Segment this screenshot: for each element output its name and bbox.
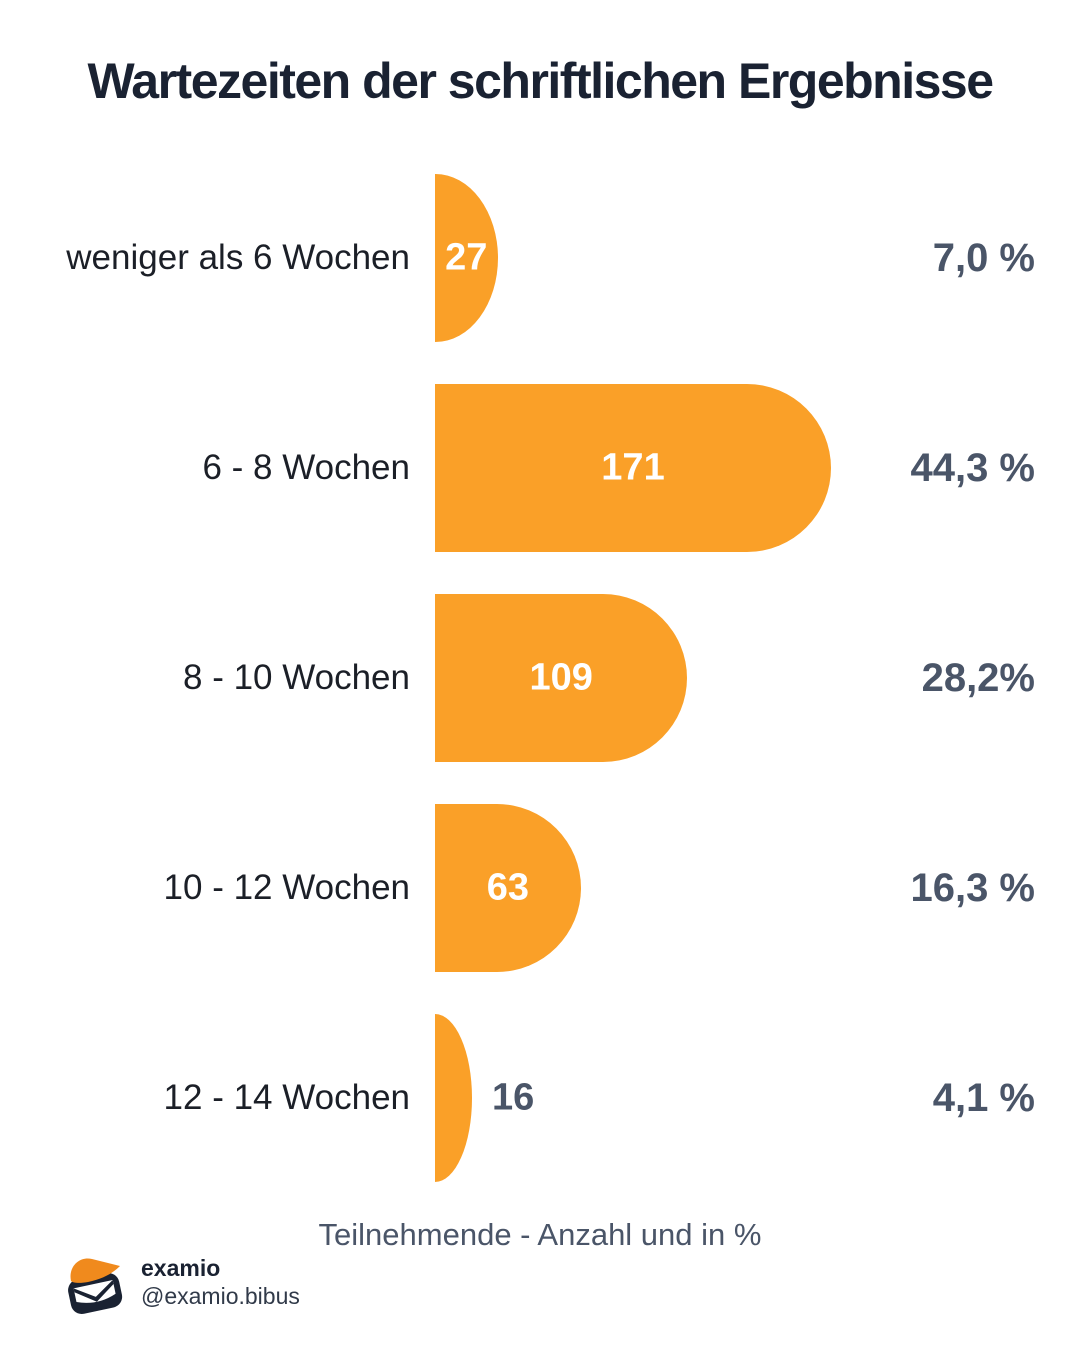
category-label: 10 - 12 Wochen	[163, 868, 410, 907]
category-label: 12 - 14 Wochen	[163, 1078, 410, 1117]
chart-row-4: 10 - 12 Wochen 63 16,3 %	[0, 783, 1080, 993]
category-label: 6 - 8 Wochen	[202, 448, 410, 487]
brand-text: examio @examio.bibus	[141, 1255, 300, 1311]
percent-label: 28,2%	[921, 655, 1035, 700]
bar-chart: weniger als 6 Wochen 27 7,0 % 6 - 8 Woch…	[0, 153, 1080, 1203]
brand-name: examio	[141, 1254, 221, 1281]
chart-row-5: 12 - 14 Wochen 16 4,1 %	[0, 993, 1080, 1203]
percent-label: 4,1 %	[932, 1075, 1035, 1120]
bar-value: 27	[445, 236, 488, 279]
percent-label: 16,3 %	[910, 865, 1035, 910]
bar-zone: 63	[435, 804, 831, 972]
bar	[435, 804, 581, 972]
chart-row-1: weniger als 6 Wochen 27 7,0 %	[0, 153, 1080, 363]
bar-zone: 16	[435, 1014, 831, 1182]
bar-value: 171	[601, 446, 665, 489]
bar-value: 63	[486, 866, 530, 909]
bar-zone: 27	[435, 174, 831, 342]
category-label: weniger als 6 Wochen	[66, 238, 410, 277]
bar	[435, 384, 831, 552]
bar-zone: 109	[435, 594, 831, 762]
bar-value: 16	[492, 1076, 535, 1119]
percent-label: 44,3 %	[910, 445, 1035, 490]
brand-handle: @examio.bibus	[141, 1283, 300, 1310]
examio-logo-icon	[68, 1258, 123, 1314]
chart-row-2: 6 - 8 Wochen 171 44,3 %	[0, 363, 1080, 573]
chart-title: Wartezeiten der schriftlichen Ergebnisse	[87, 53, 994, 109]
bar-value: 109	[529, 656, 593, 699]
bar	[435, 1014, 473, 1182]
percent-label: 7,0 %	[932, 235, 1035, 280]
chart-row-3: 8 - 10 Wochen 109 28,2%	[0, 573, 1080, 783]
bar-zone: 171	[435, 384, 831, 552]
brand-footer: examio @examio.bibus	[62, 1252, 300, 1314]
axis-caption: Teilnehmende - Anzahl und in %	[318, 1217, 762, 1252]
category-label: 8 - 10 Wochen	[183, 658, 410, 697]
bar	[435, 594, 688, 762]
